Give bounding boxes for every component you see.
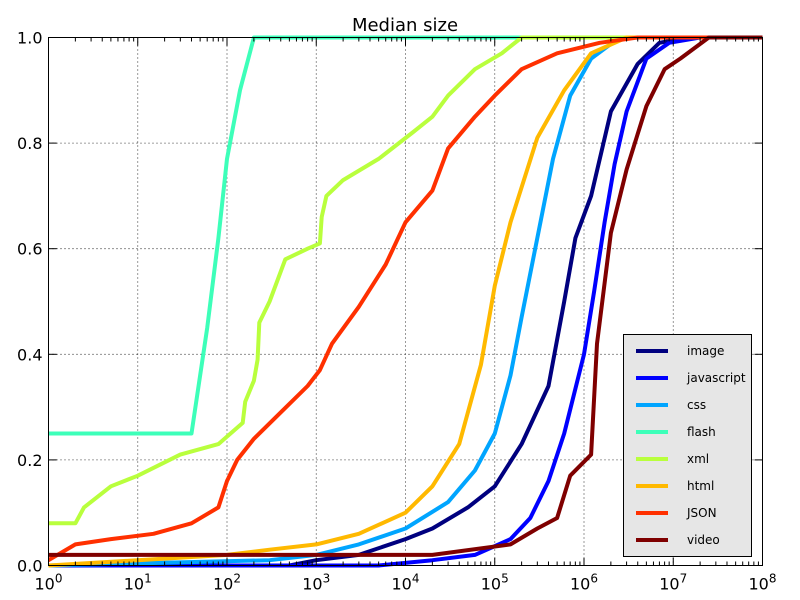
series-line-html bbox=[48, 35, 763, 568]
axis-ticks: 100 101 102 103 104 105 106 107 108 0.0 0.2 0.4 0.6 0… bbox=[17, 29, 776, 594]
y-tick-label: 0.6 bbox=[17, 240, 42, 259]
series-line-xml bbox=[48, 35, 763, 526]
x-tick-label: 107 bbox=[659, 572, 687, 594]
y-tick-label: 0.8 bbox=[17, 134, 42, 153]
legend-box bbox=[623, 334, 752, 557]
legend: image javascript css flash xml html JSON video bbox=[623, 334, 752, 557]
y-tick-label: 0.2 bbox=[17, 451, 42, 470]
legend-label-flash: flash bbox=[687, 425, 716, 439]
series-line-css bbox=[48, 35, 763, 568]
x-tick-label: 105 bbox=[481, 572, 509, 594]
series-line-flash bbox=[48, 35, 763, 436]
chart-title: Median size bbox=[352, 15, 458, 36]
series-lines bbox=[48, 35, 763, 568]
series-line-video bbox=[48, 35, 763, 557]
x-tick-label: 103 bbox=[302, 572, 330, 594]
x-tick-label: 106 bbox=[570, 572, 598, 594]
x-tick-label: 108 bbox=[749, 572, 777, 594]
legend-label-html: html bbox=[687, 479, 714, 493]
series-line-json bbox=[48, 35, 763, 563]
legend-label-xml: xml bbox=[687, 452, 709, 466]
x-tick-label: 102 bbox=[213, 572, 241, 594]
series-line-javascript bbox=[48, 35, 763, 568]
x-tick-label: 104 bbox=[392, 572, 420, 594]
x-tick-label: 101 bbox=[124, 572, 152, 594]
y-tick-label: 0.4 bbox=[17, 345, 42, 364]
legend-label-json: JSON bbox=[686, 506, 717, 520]
legend-label-video: video bbox=[687, 533, 720, 547]
legend-label-javascript: javascript bbox=[686, 371, 746, 385]
x-tick-label: 100 bbox=[35, 572, 63, 594]
legend-label-image: image bbox=[687, 344, 724, 358]
legend-label-css: css bbox=[687, 398, 706, 412]
y-tick-label: 1.0 bbox=[17, 29, 42, 48]
y-tick-label: 0.0 bbox=[17, 557, 42, 576]
